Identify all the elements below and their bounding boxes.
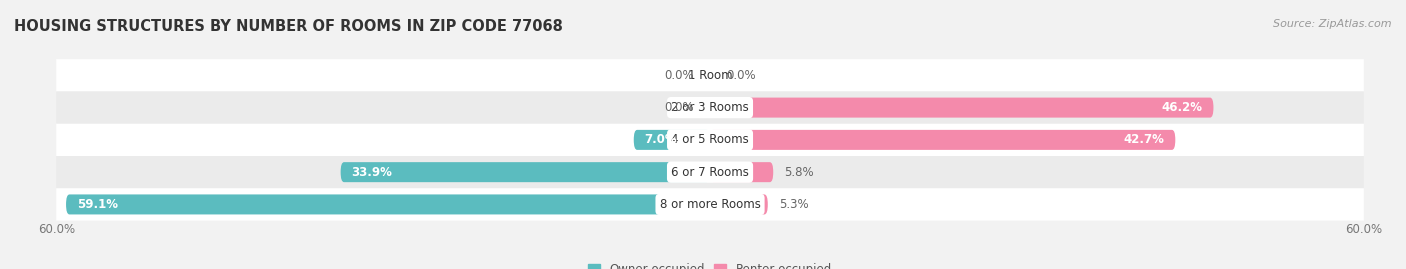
Text: 0.0%: 0.0% [664, 69, 693, 82]
Text: 42.7%: 42.7% [1123, 133, 1164, 146]
Text: 0.0%: 0.0% [664, 101, 693, 114]
FancyBboxPatch shape [634, 130, 710, 150]
FancyBboxPatch shape [56, 91, 1364, 124]
Legend: Owner-occupied, Renter-occupied: Owner-occupied, Renter-occupied [588, 263, 832, 269]
Text: 5.3%: 5.3% [779, 198, 808, 211]
Text: HOUSING STRUCTURES BY NUMBER OF ROOMS IN ZIP CODE 77068: HOUSING STRUCTURES BY NUMBER OF ROOMS IN… [14, 19, 562, 34]
Text: 33.9%: 33.9% [352, 166, 392, 179]
Text: 0.0%: 0.0% [727, 69, 756, 82]
Text: 8 or more Rooms: 8 or more Rooms [659, 198, 761, 211]
Text: 5.8%: 5.8% [785, 166, 814, 179]
Text: Source: ZipAtlas.com: Source: ZipAtlas.com [1274, 19, 1392, 29]
FancyBboxPatch shape [66, 194, 710, 214]
FancyBboxPatch shape [56, 59, 1364, 91]
Text: 46.2%: 46.2% [1161, 101, 1202, 114]
FancyBboxPatch shape [710, 162, 773, 182]
FancyBboxPatch shape [710, 194, 768, 214]
Text: 6 or 7 Rooms: 6 or 7 Rooms [671, 166, 749, 179]
FancyBboxPatch shape [56, 188, 1364, 221]
FancyBboxPatch shape [340, 162, 710, 182]
FancyBboxPatch shape [710, 98, 1213, 118]
FancyBboxPatch shape [710, 130, 1175, 150]
FancyBboxPatch shape [56, 124, 1364, 156]
Text: 1 Room: 1 Room [688, 69, 733, 82]
Text: 2 or 3 Rooms: 2 or 3 Rooms [671, 101, 749, 114]
Text: 59.1%: 59.1% [77, 198, 118, 211]
Text: 7.0%: 7.0% [644, 133, 678, 146]
FancyBboxPatch shape [56, 156, 1364, 188]
Text: 4 or 5 Rooms: 4 or 5 Rooms [671, 133, 749, 146]
